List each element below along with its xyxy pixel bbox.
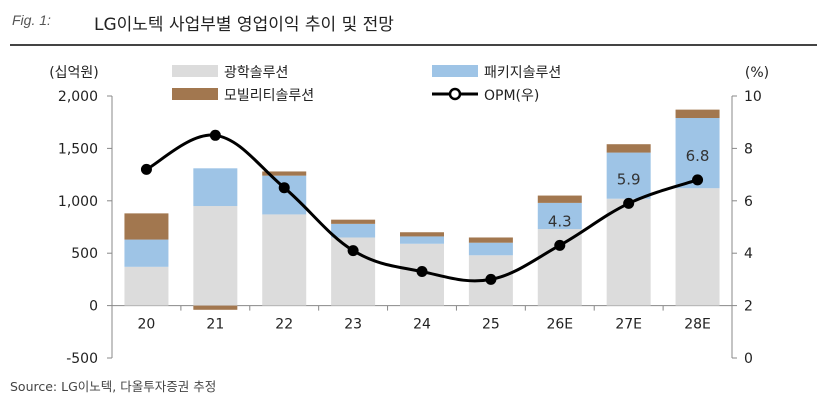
chart-canvas: -50005001,0001,5002,000(십억원)0246810(%)20… [49, 65, 769, 367]
left-axis-tick-label: 2,000 [58, 89, 98, 105]
right-axis-tick-label: 2 [744, 299, 753, 315]
bar-segment [124, 239, 169, 267]
opm-line-layer: 4.3 5.9 6.8 [140, 129, 710, 285]
bar-segment [262, 214, 307, 306]
bar-segment [468, 237, 513, 243]
figure-title: LG이노텍 사업부별 영업이익 추이 및 전망 [94, 15, 394, 35]
bar-segment [331, 219, 376, 224]
bar-segment [606, 144, 651, 153]
header-divider [10, 44, 817, 46]
legend-label: OPM(우) [484, 88, 539, 104]
bar-segment [331, 223, 376, 238]
figure-label: Fig. 1: [12, 12, 51, 28]
legend-point-marker [448, 87, 462, 101]
left-axis-unit: (십억원) [49, 65, 99, 81]
bar-segment [262, 175, 307, 215]
legend-swatch [172, 65, 218, 77]
category-label: 23 [344, 317, 362, 333]
bar-segment [537, 202, 582, 230]
right-axis-tick-label: 10 [744, 89, 762, 105]
left-axis-tick-label: 500 [71, 246, 98, 262]
opm-point [485, 273, 497, 285]
category-label: 25 [482, 317, 500, 333]
opm-point [692, 174, 704, 186]
chart-bars [124, 109, 720, 310]
opm-point [623, 197, 635, 209]
right-axis-tick-label: 6 [744, 194, 753, 210]
left-axis-tick-label: 1,000 [58, 194, 98, 210]
opm-data-label: 4.3 [548, 212, 572, 230]
category-label: 20 [138, 317, 156, 333]
opm-point [278, 182, 290, 194]
category-label: 27E [615, 317, 642, 333]
opm-point [209, 129, 221, 141]
legend-swatch [172, 88, 218, 100]
category-label: 22 [275, 317, 293, 333]
bar-segment [606, 152, 651, 199]
left-axis-tick-label: -500 [66, 351, 98, 367]
legend-label: 패키지솔루션 [484, 65, 561, 81]
bar-segment [124, 266, 169, 306]
source-note: Source: LG이노텍, 다올투자증권 추정 [10, 379, 217, 394]
right-axis-tick-label: 4 [744, 246, 753, 262]
left-axis-tick-label: 1,500 [58, 141, 98, 157]
bar-segment [193, 168, 238, 207]
left-axis-tick-label: 0 [89, 299, 98, 315]
bar-segment [468, 242, 513, 256]
category-label: 24 [413, 317, 431, 333]
opm-point [140, 163, 152, 175]
category-label: 21 [206, 317, 224, 333]
bar-segment [675, 188, 720, 306]
bar-segment [400, 232, 444, 237]
legend-swatch [432, 65, 478, 77]
opm-data-label: 5.9 [617, 170, 641, 188]
opm-point [416, 266, 428, 278]
opm-data-label: 6.8 [686, 147, 710, 165]
legend-label: 모빌리티솔루션 [224, 88, 314, 104]
bar-segment [675, 109, 720, 119]
bar-segment [193, 305, 238, 310]
right-axis-unit: (%) [745, 65, 769, 81]
category-label: 26E [546, 317, 573, 333]
opm-point [347, 245, 359, 257]
bar-segment [262, 171, 307, 176]
figure-header: Fig. 1: LG이노텍 사업부별 영업이익 추이 및 전망 [10, 6, 817, 40]
bar-segment [537, 195, 582, 203]
bar-segment [606, 198, 651, 306]
category-label: 28E [684, 317, 711, 333]
right-axis-tick-label: 8 [744, 141, 753, 157]
right-axis-tick-label: 0 [744, 351, 753, 367]
bar-segment [193, 206, 238, 306]
bar-segment [124, 213, 169, 240]
opm-point [554, 239, 566, 251]
legend-label: 광학솔루션 [224, 65, 288, 81]
bar-segment [400, 236, 444, 244]
